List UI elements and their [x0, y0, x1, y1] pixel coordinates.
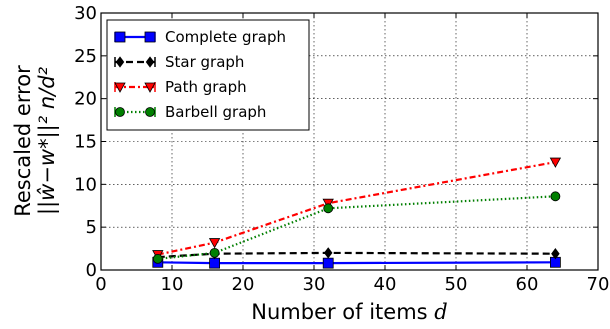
- data-point-star-graph: [323, 247, 333, 259]
- axis-ticks: 0 10 20 30 40 50 60 70 0 5 10 15 20 25 30: [74, 3, 609, 295]
- legend-label-path-graph: Path graph: [165, 78, 247, 96]
- data-point-complete-graph: [209, 257, 221, 269]
- x-axis-label-text: Number of items: [251, 300, 434, 324]
- data-point-barbell-graph: [209, 247, 220, 258]
- data-point-star-graph: [551, 248, 560, 260]
- y-tick-label: 5: [86, 217, 97, 238]
- data-point-barbell-graph: [152, 253, 163, 264]
- x-axis-label: Number of items d: [251, 300, 447, 324]
- y-tick-label: 0: [86, 260, 97, 281]
- data-point-barbell-graph: [550, 191, 561, 202]
- legend-label-complete-graph: Complete graph: [165, 28, 286, 46]
- series-line-barbell-graph: [157, 195, 556, 260]
- y-axis-label-line1: Rescaled error: [11, 65, 35, 217]
- legend: Complete graph Star graph Path graph Barbel…: [106, 19, 310, 131]
- y-tick-label: 30: [74, 3, 97, 24]
- legend-item-star-graph: Star graph: [114, 53, 244, 71]
- legend-label-barbell-graph: Barbell graph: [165, 103, 266, 121]
- x-tick-label: 40: [374, 274, 397, 295]
- legend-marker-barbell-graph: [145, 107, 155, 117]
- legend-marker-complete-graph: [144, 31, 156, 43]
- legend-item-barbell-graph: Barbell graph: [114, 103, 266, 121]
- x-tick-label: 70: [587, 274, 610, 295]
- legend-marker-complete-graph: [114, 31, 126, 43]
- series-line-path-graph: [157, 161, 556, 256]
- y-axis-label: Rescaled error ||ŵ−w*||² n/d²: [11, 65, 60, 217]
- legend-label-star-graph: Star graph: [165, 53, 244, 71]
- legend-box: [106, 19, 310, 131]
- y-axis-label-line2: ||ŵ−w*||² n/d²: [35, 66, 60, 215]
- x-axis-label-variable: d: [434, 300, 447, 324]
- data-point-complete-graph: [322, 257, 334, 269]
- legend-marker-path-graph: [144, 82, 156, 93]
- x-tick-label: 0: [95, 274, 106, 295]
- series-path-graph: [152, 157, 562, 261]
- series-layer: [152, 157, 562, 269]
- x-tick-label: 60: [516, 274, 539, 295]
- x-tick-label: 10: [161, 274, 184, 295]
- series-line-complete-graph: [157, 261, 556, 265]
- y-tick-label: 20: [74, 89, 97, 110]
- data-point-barbell-graph: [323, 203, 334, 214]
- legend-marker-star-graph: [145, 56, 155, 68]
- data-point-path-graph: [549, 157, 562, 168]
- series-barbell-graph: [152, 191, 561, 264]
- legend-marker-path-graph: [114, 82, 126, 93]
- grid-lines: [101, 13, 598, 270]
- legend-marker-barbell-graph: [115, 107, 125, 117]
- y-tick-label: 25: [74, 46, 97, 67]
- legend-marker-star-graph: [115, 56, 125, 68]
- data-point-path-graph: [208, 238, 221, 249]
- x-tick-label: 50: [445, 274, 468, 295]
- y-tick-label: 10: [74, 174, 97, 195]
- series-complete-graph: [152, 256, 561, 269]
- legend-item-complete-graph: Complete graph: [114, 28, 286, 46]
- x-tick-label: 20: [232, 274, 255, 295]
- y-tick-label: 15: [74, 132, 97, 153]
- legend-item-path-graph: Path graph: [114, 78, 247, 96]
- x-tick-label: 30: [303, 274, 326, 295]
